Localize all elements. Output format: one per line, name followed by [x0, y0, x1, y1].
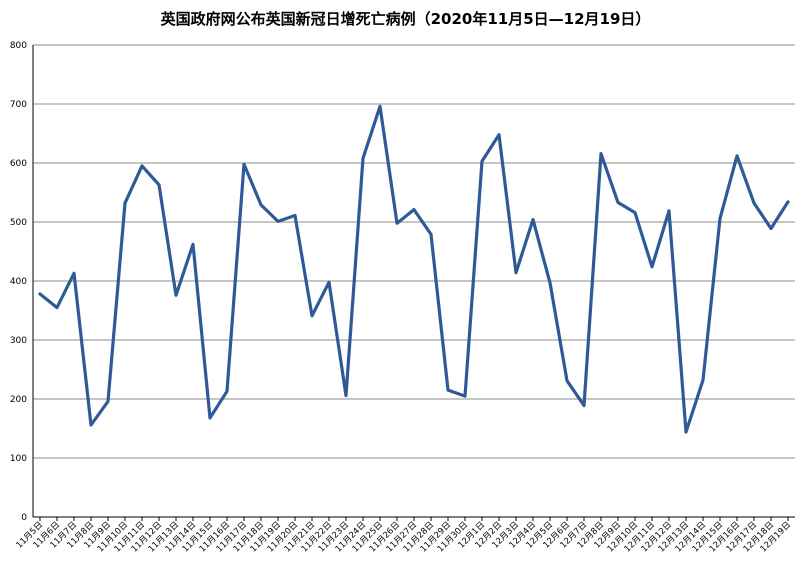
data-point — [72, 272, 76, 275]
data-point — [548, 281, 552, 284]
data-point — [89, 423, 93, 427]
y-tick-label: 600 — [10, 159, 27, 169]
series-line — [38, 104, 790, 434]
data-point — [718, 217, 722, 220]
y-tick-label: 700 — [10, 100, 27, 110]
data-point — [191, 243, 195, 246]
data-point — [344, 394, 348, 397]
data-point — [769, 227, 773, 230]
data-point — [327, 280, 331, 284]
data-point — [140, 164, 144, 168]
chart-title: 英国政府网公布英国新冠日增死亡病例（2020年11月5日—12月19日） — [160, 10, 651, 28]
data-point — [684, 430, 688, 434]
data-point — [429, 233, 433, 236]
data-point — [259, 203, 263, 207]
data-point — [463, 394, 467, 398]
data-point — [582, 404, 586, 407]
data-point — [531, 218, 535, 221]
data-point — [310, 314, 314, 318]
data-point — [55, 306, 59, 309]
data-point — [735, 154, 739, 158]
data-point — [497, 133, 501, 136]
y-tick-label: 500 — [10, 218, 27, 228]
data-point — [667, 209, 671, 212]
data-point — [208, 416, 212, 420]
data-point — [412, 208, 416, 211]
data-point — [174, 293, 178, 297]
y-tick-label: 200 — [10, 395, 27, 405]
data-point — [225, 390, 229, 393]
data-point — [650, 265, 654, 269]
data-point — [123, 201, 127, 205]
data-point — [633, 211, 637, 214]
data-point — [293, 214, 297, 217]
data-point — [395, 221, 399, 225]
data-point — [514, 271, 518, 274]
y-tick-label: 800 — [10, 41, 27, 51]
data-point — [616, 201, 620, 204]
data-point — [480, 160, 484, 163]
data-point — [752, 201, 756, 205]
data-point — [361, 157, 365, 160]
y-tick-label: 300 — [10, 336, 27, 346]
y-tick-label: 0 — [21, 513, 27, 523]
data-point — [446, 388, 450, 392]
y-tick-label: 100 — [10, 454, 27, 464]
data-point — [38, 292, 42, 296]
data-point — [701, 378, 705, 382]
data-point — [565, 379, 569, 382]
y-tick-label: 400 — [10, 277, 27, 287]
data-point — [106, 400, 110, 403]
data-point — [599, 152, 603, 155]
data-point — [378, 105, 382, 108]
data-point — [786, 200, 790, 204]
data-point — [276, 220, 280, 223]
data-point — [157, 183, 161, 187]
data-point — [242, 162, 246, 166]
